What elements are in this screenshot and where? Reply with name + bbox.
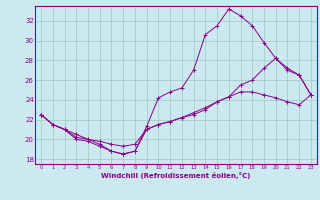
X-axis label: Windchill (Refroidissement éolien,°C): Windchill (Refroidissement éolien,°C) [101, 172, 251, 179]
